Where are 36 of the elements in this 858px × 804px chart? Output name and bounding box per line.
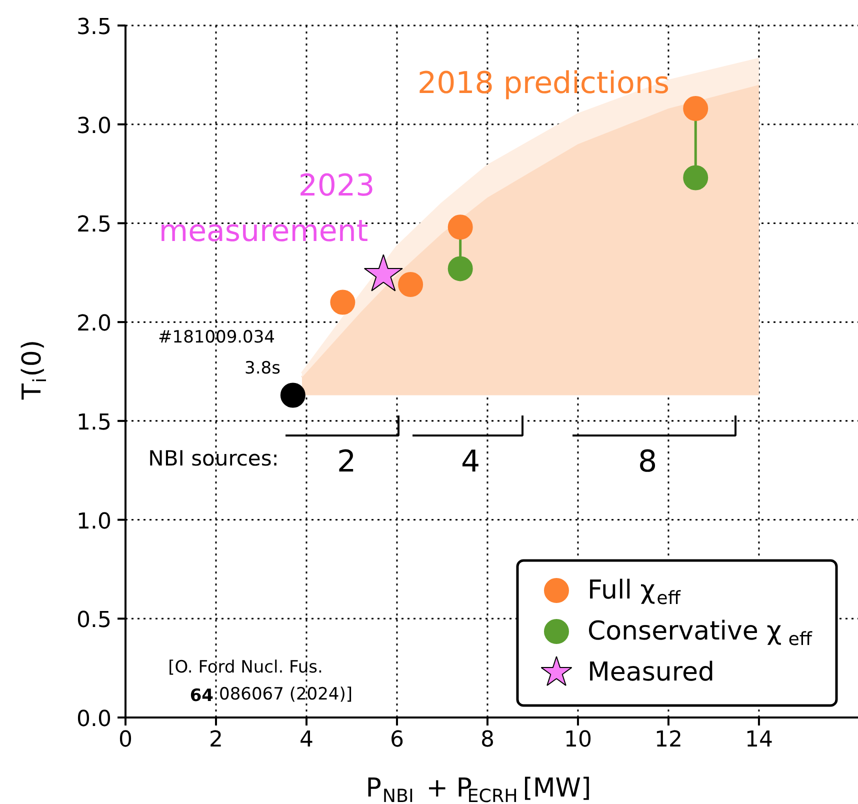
point bbox=[398, 272, 424, 297]
annotation: 4 bbox=[460, 444, 480, 480]
x-tick-label: 2 bbox=[208, 728, 223, 752]
legend-label: Measured bbox=[587, 658, 714, 688]
annotation: 2023 bbox=[298, 168, 375, 204]
y-tick-label: 0.5 bbox=[76, 608, 112, 634]
point bbox=[330, 290, 356, 315]
y-tick-label: 1.0 bbox=[76, 509, 112, 534]
point bbox=[280, 382, 306, 408]
y-tick-label: 2.0 bbox=[76, 312, 112, 337]
point bbox=[448, 256, 473, 282]
point bbox=[448, 214, 473, 240]
y-tick-label: 3.0 bbox=[76, 114, 112, 139]
y-tick-label: 3.5 bbox=[76, 15, 112, 40]
annotation: NBI sources: bbox=[148, 446, 279, 470]
x-tick-label: 14 bbox=[744, 728, 773, 752]
point bbox=[683, 165, 708, 190]
x-tick-label: 6 bbox=[390, 728, 404, 752]
annotation: 3.8s bbox=[244, 358, 281, 378]
annotation: 2018 predictions bbox=[417, 66, 670, 101]
y-tick-label: 0.0 bbox=[76, 707, 112, 732]
y-axis-title: Ti(0) bbox=[18, 340, 51, 401]
x-tick-label: 10 bbox=[564, 728, 592, 752]
x-tick-label: 0 bbox=[118, 728, 132, 752]
annotation: 8 bbox=[638, 444, 658, 480]
annotation: #181009.034 bbox=[158, 328, 276, 348]
annotation: 2 bbox=[336, 444, 356, 480]
annotation: 64 086067 (2024)] bbox=[190, 684, 352, 706]
y-tick-label: 2.5 bbox=[76, 212, 112, 238]
annotation: measurement bbox=[158, 214, 368, 249]
annotation: [O. Ford Nucl. Fus. bbox=[168, 658, 323, 678]
y-tick-label: 1.5 bbox=[76, 410, 112, 436]
x-tick-label: 4 bbox=[299, 728, 314, 752]
point bbox=[683, 96, 708, 122]
x-tick-label: 12 bbox=[654, 728, 682, 752]
x-tick-label: 8 bbox=[480, 728, 494, 752]
